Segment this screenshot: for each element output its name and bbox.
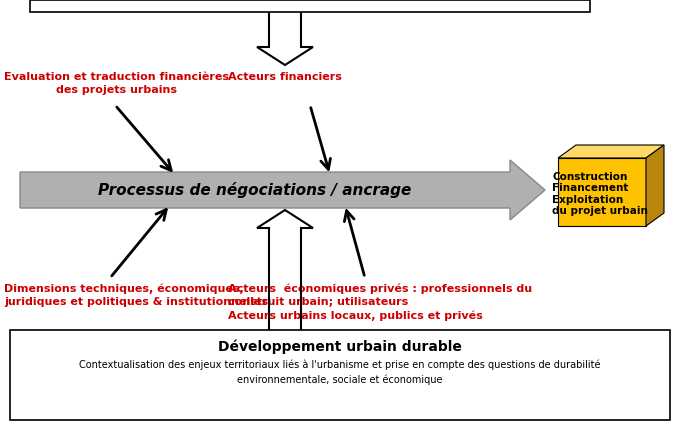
Text: Dimensions techniques, économiques,
juridiques et politiques & institutionnelles: Dimensions techniques, économiques, juri… <box>4 283 268 307</box>
Text: Développement urbain durable: Développement urbain durable <box>218 340 462 354</box>
Polygon shape <box>558 145 664 158</box>
Polygon shape <box>20 160 545 220</box>
Polygon shape <box>10 330 670 420</box>
Text: Evaluation et traduction financières
des projets urbains: Evaluation et traduction financières des… <box>4 72 229 95</box>
Polygon shape <box>30 0 590 12</box>
Text: Construction
Financement
Exploitation
du projet urbain: Construction Financement Exploitation du… <box>552 172 648 216</box>
Polygon shape <box>558 158 646 226</box>
Text: Processus de négociations / ancrage: Processus de négociations / ancrage <box>98 182 412 198</box>
Text: Acteurs financiers: Acteurs financiers <box>228 72 342 82</box>
Polygon shape <box>646 145 664 226</box>
Text: Contextualisation des enjeux territoriaux liés à l'urbanisme et prise en compte : Contextualisation des enjeux territoriau… <box>79 360 601 385</box>
Text: Acteurs  économiques privés : professionnels du
construit urbain; utilisateurs
A: Acteurs économiques privés : professionn… <box>228 283 532 320</box>
